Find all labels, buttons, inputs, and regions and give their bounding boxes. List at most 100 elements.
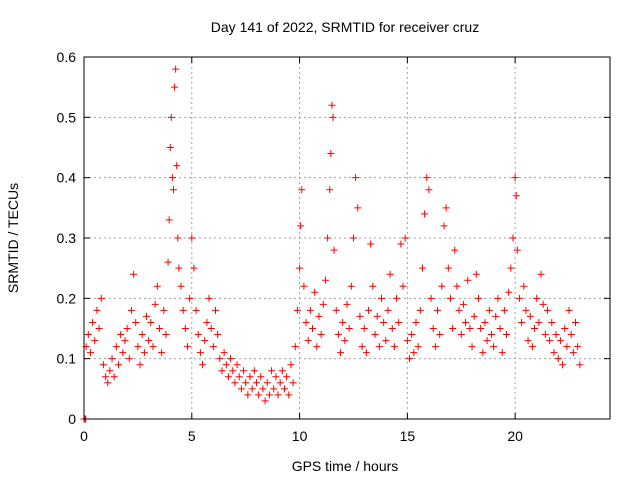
y-tick-label: 0.5 [57,109,77,125]
data-point [403,337,411,345]
data-point [289,379,297,387]
data-point [298,186,306,194]
data-point [490,343,498,351]
data-point [399,282,407,290]
x-axis-label: GPS time / hours [292,458,399,474]
data-point [287,361,295,369]
data-point [237,385,245,393]
data-point [418,264,426,272]
data-point [329,113,337,121]
data-point [201,337,209,345]
data-point [356,312,364,320]
data-point [136,361,144,369]
data-point [548,318,556,326]
x-tick-label: 5 [188,428,196,444]
data-point [481,318,489,326]
data-point [186,294,194,302]
data-point [449,325,457,332]
data-point [434,306,442,314]
data-point [190,264,198,272]
data-point [520,282,528,290]
data-point [485,306,493,314]
data-point [464,276,472,284]
data-point [261,397,269,405]
data-point [498,349,506,357]
data-point [110,373,118,381]
data-point [244,391,252,399]
data-point [317,331,325,339]
data-point [507,264,515,272]
data-point [259,385,267,393]
data-point [229,367,237,375]
data-point [327,150,335,158]
data-point [380,318,388,326]
data-point [554,355,562,363]
data-point [382,337,390,345]
data-point [522,306,530,314]
data-point [93,306,101,314]
data-point [444,264,452,272]
data-point [410,349,418,357]
data-point [468,343,476,351]
data-point [477,325,485,332]
data-point [518,318,526,326]
grid-lines [84,57,610,419]
data-point [526,312,534,320]
data-point [414,343,422,351]
data-point [149,343,157,351]
data-point [252,379,260,387]
data-point [349,234,357,242]
data-point [395,318,403,326]
data-point [140,349,148,357]
data-point [326,186,334,194]
data-point [556,337,564,345]
data-point [440,222,448,230]
chart-title: Day 141 of 2022, SRMTID for receiver cru… [211,19,479,35]
data-point [492,312,500,320]
data-point [416,306,424,314]
data-point [373,312,381,320]
data-point [311,288,319,296]
data-point [406,355,414,363]
data-point [297,222,305,230]
data-point [222,361,230,369]
data-point [112,343,120,351]
data-point [358,343,366,351]
data-point [97,294,105,302]
data-point [227,355,235,363]
data-point [470,312,478,320]
data-point [377,294,385,302]
data-point [371,331,379,339]
data-point [563,343,571,351]
data-point [309,325,317,332]
data-point [569,349,577,357]
data-point [174,234,182,242]
data-point [86,349,94,357]
y-tick-label: 0.1 [57,351,77,367]
data-point [104,379,112,387]
data-point [293,306,301,314]
axes: 0 0.1 0.2 0.3 0.4 0.5 0.6 0 5 10 15 20 [57,49,611,444]
data-point [130,270,138,278]
data-point [343,300,351,308]
data-point [280,385,288,393]
y-tick-label: 0.6 [57,49,77,65]
data-point [561,325,569,332]
data-point [425,186,433,194]
data-point [165,216,173,224]
data-point [123,325,131,332]
data-point [472,270,480,278]
data-point [151,300,159,308]
data-point [412,318,420,326]
data-point [500,306,508,314]
data-point [459,300,467,308]
data-point [528,343,536,351]
data-point [158,349,166,357]
data-point [166,144,174,151]
data-point [347,282,355,290]
data-point [171,83,179,91]
data-point [487,331,495,339]
data-point [248,385,256,393]
data-point [397,240,405,248]
data-point [321,276,329,284]
